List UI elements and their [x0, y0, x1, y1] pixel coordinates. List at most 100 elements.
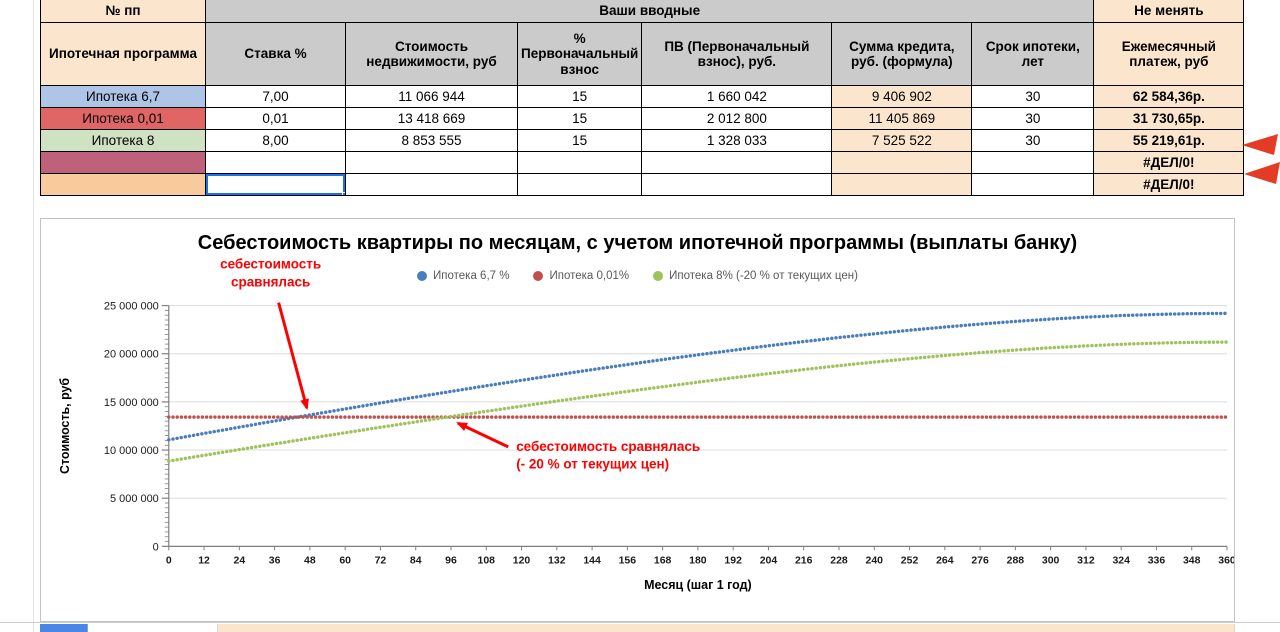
red-marker-icon — [1242, 134, 1278, 155]
series-line-0 — [167, 311, 1229, 442]
cell-price-2[interactable]: 13 418 669 — [345, 107, 518, 130]
x-tick-label: 168 — [654, 555, 672, 566]
cell-credit-3[interactable]: 7 525 522 — [831, 129, 973, 152]
cell-price-1[interactable]: 11 066 944 — [345, 85, 518, 108]
cell-credit-5[interactable] — [831, 173, 973, 196]
cell-program-4[interactable] — [40, 151, 206, 174]
cell-rate-3[interactable]: 8,00 — [205, 129, 346, 152]
cell-rate-1[interactable]: 7,00 — [205, 85, 346, 108]
cell-payment-4[interactable]: #ДЕЛ/0! — [1093, 151, 1245, 174]
y-tick-label: 0 — [153, 541, 159, 553]
cell-payment-2[interactable]: 31 730,65р. — [1093, 107, 1245, 130]
red-marker-icon — [1244, 162, 1280, 184]
partial-cell-tan[interactable] — [218, 624, 1235, 632]
annotation-text: сравнялась — [231, 275, 310, 290]
chart-container: 0 5 000 000 10 000 000 15 000 000 20 000 000… — [40, 218, 1235, 622]
cell-downpct-4[interactable] — [516, 151, 643, 174]
cell-downrub-2[interactable]: 2 012 800 — [641, 107, 833, 130]
cell-program-2[interactable]: Ипотека 0,01 — [40, 107, 206, 130]
x-tick-label: 156 — [619, 555, 637, 566]
x-tick-label: 276 — [971, 555, 989, 566]
x-tick-label: 120 — [513, 555, 531, 566]
selection-fill-handle[interactable] — [342, 192, 345, 195]
cell-term-5[interactable] — [971, 173, 1095, 196]
col-header-downrub[interactable]: ПВ (Первоначальный взнос), руб. — [641, 22, 833, 86]
cell-credit-1[interactable]: 9 406 902 — [831, 85, 973, 108]
cell-program-1[interactable]: Ипотека 6,7 — [40, 85, 206, 108]
col-header-credit[interactable]: Сумма кредита, руб. (формула) — [831, 22, 973, 86]
cell-rate-2[interactable]: 0,01 — [205, 107, 346, 130]
col-header-price[interactable]: Стоимость недвижимости, руб — [345, 22, 518, 86]
cell-downpct-1[interactable]: 15 — [516, 85, 643, 108]
cell-credit-4[interactable] — [831, 151, 973, 174]
legend-label: Ипотека 8% (-20 % от текущих цен) — [669, 270, 858, 282]
cell-payment-1[interactable]: 62 584,36р. — [1093, 85, 1245, 108]
partial-next-row — [0, 622, 1280, 632]
x-tick-label: 312 — [1077, 555, 1095, 566]
x-tick-label: 144 — [583, 555, 601, 566]
annotation-text: себестоимость сравнялась — [516, 439, 700, 454]
y-axis-title: Стоимость, руб — [58, 378, 72, 474]
partial-cell-blue[interactable] — [40, 624, 88, 632]
col-header-payment[interactable]: Ежемесячный платеж, руб — [1093, 22, 1245, 86]
table-row: Ипотека 8 8,00 8 853 555 15 1 328 033 7 … — [40, 129, 1245, 152]
cell-downpct-2[interactable]: 15 — [516, 107, 643, 130]
cost-chart: 0 5 000 000 10 000 000 15 000 000 20 000 000… — [58, 257, 1234, 592]
cell-price-5[interactable] — [345, 173, 518, 196]
header-your-inputs[interactable]: Ваши вводные — [204, 0, 1095, 23]
col-header-program[interactable]: Ипотечная программа — [40, 22, 206, 86]
cell-program-5[interactable] — [40, 173, 206, 196]
x-tick-label: 288 — [1007, 555, 1025, 566]
header-dont-change[interactable]: Не менять — [1093, 0, 1245, 23]
legend-item: Ипотека 8% (-20 % от текущих цен) — [653, 270, 858, 282]
cell-payment-3[interactable]: 55 219,61р. — [1093, 129, 1245, 152]
cell-downrub-5[interactable] — [641, 173, 833, 196]
cell-payment-5[interactable]: #ДЕЛ/0! — [1093, 173, 1245, 196]
table-row: Ипотека 0,01 0,01 13 418 669 15 2 012 80… — [40, 107, 1245, 130]
mortgage-table: № пп Ваши вводные Не менять Ипотечная пр… — [40, 0, 1245, 196]
cell-downpct-3[interactable]: 15 — [516, 129, 643, 152]
series-line-2 — [167, 340, 1229, 463]
legend-dot-icon — [653, 271, 664, 281]
x-tick-label: 264 — [936, 555, 954, 566]
y-tick-label: 10 000 000 — [104, 445, 159, 457]
x-tick-label: 180 — [689, 555, 707, 566]
frozen-pane-divider — [33, 0, 34, 632]
partial-cell-white[interactable] — [88, 624, 218, 632]
col-header-downpct[interactable]: % Первоначальный взнос — [516, 22, 643, 86]
x-tick-label: 216 — [795, 555, 813, 566]
cell-term-4[interactable] — [971, 151, 1095, 174]
cell-downrub-1[interactable]: 1 660 042 — [641, 85, 833, 108]
annotation-arrow — [277, 302, 309, 411]
y-tick-label: 15 000 000 — [104, 397, 159, 409]
annotation-text: себестоимость — [220, 257, 321, 272]
cell-price-3[interactable]: 8 853 555 — [345, 129, 518, 152]
col-header-rate[interactable]: Ставка % — [205, 22, 346, 86]
cell-credit-2[interactable]: 11 405 869 — [831, 107, 973, 130]
y-tick-label: 20 000 000 — [104, 349, 159, 361]
cell-price-4[interactable] — [345, 151, 518, 174]
x-tick-label: 96 — [445, 555, 457, 566]
header-num[interactable]: № пп — [40, 0, 206, 23]
cell-downrub-3[interactable]: 1 328 033 — [641, 129, 833, 152]
legend-item: Ипотека 6,7 % — [417, 270, 509, 282]
cell-rate-4[interactable] — [205, 151, 346, 174]
x-tick-label: 300 — [1042, 555, 1060, 566]
x-tick-label: 324 — [1112, 555, 1130, 566]
x-tick-label: 348 — [1183, 555, 1201, 566]
x-tick-label: 48 — [304, 555, 316, 566]
col-header-term[interactable]: Срок ипотеки, лет — [971, 22, 1095, 86]
cell-downrub-4[interactable] — [641, 151, 833, 174]
cell-downpct-5[interactable] — [516, 173, 643, 196]
cell-term-2[interactable]: 30 — [971, 107, 1095, 130]
legend-dot-icon — [533, 271, 544, 281]
cell-term-1[interactable]: 30 — [971, 85, 1095, 108]
annotation-arrow — [456, 421, 509, 449]
cell-term-3[interactable]: 30 — [971, 129, 1095, 152]
x-tick-label: 72 — [375, 555, 387, 566]
table-row: #ДЕЛ/0! — [40, 173, 1245, 196]
cell-program-3[interactable]: Ипотека 8 — [40, 129, 206, 152]
cell-rate-5-selected[interactable] — [205, 173, 346, 196]
table-row: #ДЕЛ/0! — [40, 151, 1245, 174]
